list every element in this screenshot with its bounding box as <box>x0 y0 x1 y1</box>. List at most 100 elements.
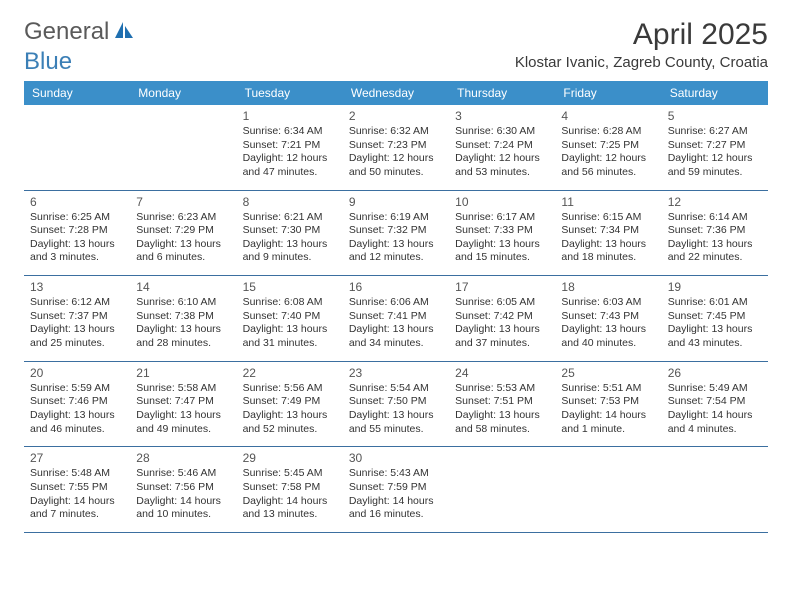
sunset-text: Sunset: 7:58 PM <box>243 481 337 495</box>
day-number: 8 <box>243 195 337 209</box>
sunset-text: Sunset: 7:56 PM <box>136 481 230 495</box>
day-header: Friday <box>555 81 661 105</box>
sunset-text: Sunset: 7:25 PM <box>561 139 655 153</box>
calendar-row: 27Sunrise: 5:48 AMSunset: 7:55 PMDayligh… <box>24 447 768 533</box>
day-number: 30 <box>349 451 443 465</box>
daylight-text: Daylight: 12 hours and 50 minutes. <box>349 152 443 179</box>
day-number: 18 <box>561 280 655 294</box>
day-cell: 11Sunrise: 6:15 AMSunset: 7:34 PMDayligh… <box>555 191 661 276</box>
sunrise-text: Sunrise: 5:54 AM <box>349 382 443 396</box>
header: General April 2025 Klostar Ivanic, Zagre… <box>24 18 768 71</box>
sunrise-text: Sunrise: 6:27 AM <box>668 125 762 139</box>
sunrise-text: Sunrise: 6:32 AM <box>349 125 443 139</box>
sunrise-text: Sunrise: 5:45 AM <box>243 467 337 481</box>
sunset-text: Sunset: 7:43 PM <box>561 310 655 324</box>
sunrise-text: Sunrise: 6:10 AM <box>136 296 230 310</box>
day-number: 2 <box>349 109 443 123</box>
sunrise-text: Sunrise: 6:25 AM <box>30 211 124 225</box>
daylight-text: Daylight: 14 hours and 7 minutes. <box>30 495 124 522</box>
daylight-text: Daylight: 14 hours and 13 minutes. <box>243 495 337 522</box>
day-number: 19 <box>668 280 762 294</box>
day-number: 22 <box>243 366 337 380</box>
empty-cell <box>24 105 130 190</box>
sunset-text: Sunset: 7:23 PM <box>349 139 443 153</box>
day-cell: 27Sunrise: 5:48 AMSunset: 7:55 PMDayligh… <box>24 447 130 532</box>
sunset-text: Sunset: 7:45 PM <box>668 310 762 324</box>
logo-text-blue: Blue <box>24 48 72 75</box>
daylight-text: Daylight: 13 hours and 34 minutes. <box>349 323 443 350</box>
title-block: April 2025 Klostar Ivanic, Zagreb County… <box>515 18 768 71</box>
daylight-text: Daylight: 13 hours and 46 minutes. <box>30 409 124 436</box>
daylight-text: Daylight: 13 hours and 40 minutes. <box>561 323 655 350</box>
sunrise-text: Sunrise: 6:01 AM <box>668 296 762 310</box>
sunset-text: Sunset: 7:50 PM <box>349 395 443 409</box>
sunset-text: Sunset: 7:40 PM <box>243 310 337 324</box>
sunset-text: Sunset: 7:49 PM <box>243 395 337 409</box>
sunrise-text: Sunrise: 6:03 AM <box>561 296 655 310</box>
sunset-text: Sunset: 7:51 PM <box>455 395 549 409</box>
day-cell: 15Sunrise: 6:08 AMSunset: 7:40 PMDayligh… <box>237 276 343 361</box>
day-number: 15 <box>243 280 337 294</box>
day-number: 21 <box>136 366 230 380</box>
daylight-text: Daylight: 14 hours and 4 minutes. <box>668 409 762 436</box>
logo-blue-text-wrap: Blue <box>24 48 72 76</box>
sunrise-text: Sunrise: 6:17 AM <box>455 211 549 225</box>
day-cell: 8Sunrise: 6:21 AMSunset: 7:30 PMDaylight… <box>237 191 343 276</box>
day-number: 29 <box>243 451 337 465</box>
day-number: 27 <box>30 451 124 465</box>
calendar-header-row: SundayMondayTuesdayWednesdayThursdayFrid… <box>24 81 768 105</box>
daylight-text: Daylight: 13 hours and 58 minutes. <box>455 409 549 436</box>
daylight-text: Daylight: 13 hours and 49 minutes. <box>136 409 230 436</box>
sunset-text: Sunset: 7:41 PM <box>349 310 443 324</box>
calendar-row: 20Sunrise: 5:59 AMSunset: 7:46 PMDayligh… <box>24 362 768 448</box>
day-number: 14 <box>136 280 230 294</box>
day-cell: 2 Sunrise: 6:32 AMSunset: 7:23 PMDaylight… <box>343 105 449 190</box>
day-number: 4 <box>561 109 655 123</box>
day-number: 10 <box>455 195 549 209</box>
sunset-text: Sunset: 7:55 PM <box>30 481 124 495</box>
page-title: April 2025 <box>515 18 768 52</box>
day-cell: 13Sunrise: 6:12 AMSunset: 7:37 PMDayligh… <box>24 276 130 361</box>
day-cell: 19 Sunrise: 6:01 AMSunset: 7:45 PMDayligh… <box>662 276 768 361</box>
daylight-text: Daylight: 13 hours and 55 minutes. <box>349 409 443 436</box>
day-cell: 4Sunrise: 6:28 AMSunset: 7:25 PMDaylight… <box>555 105 661 190</box>
day-header: Saturday <box>662 81 768 105</box>
logo-sail-icon <box>113 20 135 45</box>
sunset-text: Sunset: 7:37 PM <box>30 310 124 324</box>
calendar-row: 1Sunrise: 6:34 AMSunset: 7:21 PMDaylight… <box>24 105 768 191</box>
sunset-text: Sunset: 7:54 PM <box>668 395 762 409</box>
sunrise-text: Sunrise: 5:43 AM <box>349 467 443 481</box>
daylight-text: Daylight: 14 hours and 16 minutes. <box>349 495 443 522</box>
day-cell: 29 Sunrise: 5:45 AMSunset: 7:58 PMDayligh… <box>237 447 343 532</box>
sunset-text: Sunset: 7:47 PM <box>136 395 230 409</box>
daylight-text: Daylight: 13 hours and 6 minutes. <box>136 238 230 265</box>
sunset-text: Sunset: 7:32 PM <box>349 224 443 238</box>
day-header: Sunday <box>24 81 130 105</box>
day-cell: 30Sunrise: 5:43 AMSunset: 7:59 PMDayligh… <box>343 447 449 532</box>
daylight-text: Daylight: 13 hours and 37 minutes. <box>455 323 549 350</box>
daylight-text: Daylight: 12 hours and 59 minutes. <box>668 152 762 179</box>
sunset-text: Sunset: 7:21 PM <box>243 139 337 153</box>
sunset-text: Sunset: 7:33 PM <box>455 224 549 238</box>
daylight-text: Daylight: 14 hours and 1 minute. <box>561 409 655 436</box>
day-header: Tuesday <box>237 81 343 105</box>
day-cell: 5Sunrise: 6:27 AMSunset: 7:27 PMDaylight… <box>662 105 768 190</box>
daylight-text: Daylight: 13 hours and 43 minutes. <box>668 323 762 350</box>
sunset-text: Sunset: 7:34 PM <box>561 224 655 238</box>
daylight-text: Daylight: 12 hours and 47 minutes. <box>243 152 337 179</box>
empty-cell <box>662 447 768 532</box>
sunrise-text: Sunrise: 5:46 AM <box>136 467 230 481</box>
day-cell: 3Sunrise: 6:30 AMSunset: 7:24 PMDaylight… <box>449 105 555 190</box>
day-number: 6 <box>30 195 124 209</box>
sunrise-text: Sunrise: 5:56 AM <box>243 382 337 396</box>
day-number: 23 <box>349 366 443 380</box>
day-cell: 7Sunrise: 6:23 AMSunset: 7:29 PMDaylight… <box>130 191 236 276</box>
logo: General <box>24 18 137 46</box>
day-cell: 17Sunrise: 6:05 AMSunset: 7:42 PMDayligh… <box>449 276 555 361</box>
day-cell: 6Sunrise: 6:25 AMSunset: 7:28 PMDaylight… <box>24 191 130 276</box>
day-cell: 1Sunrise: 6:34 AMSunset: 7:21 PMDaylight… <box>237 105 343 190</box>
sunrise-text: Sunrise: 6:23 AM <box>136 211 230 225</box>
sunrise-text: Sunrise: 6:30 AM <box>455 125 549 139</box>
sunrise-text: Sunrise: 5:53 AM <box>455 382 549 396</box>
day-header: Thursday <box>449 81 555 105</box>
